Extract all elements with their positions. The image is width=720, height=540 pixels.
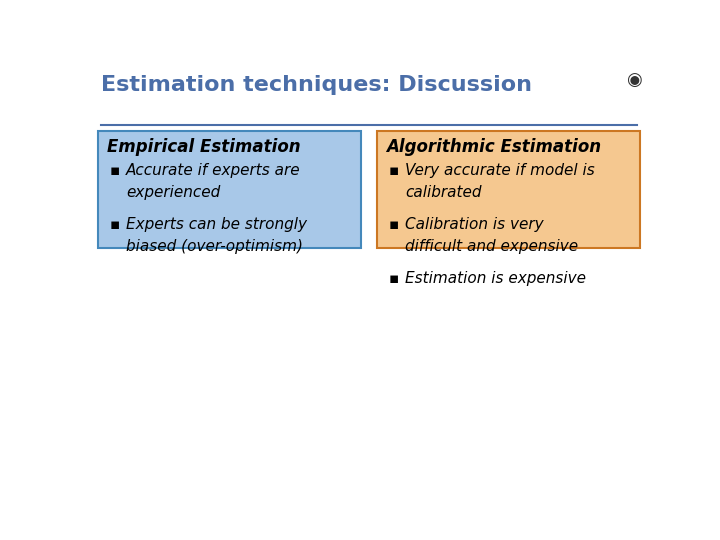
Text: Accurate if experts are: Accurate if experts are: [126, 163, 301, 178]
Text: Estimation techniques: Discussion: Estimation techniques: Discussion: [101, 75, 532, 95]
FancyBboxPatch shape: [377, 131, 639, 248]
Text: Estimation is expensive: Estimation is expensive: [405, 271, 586, 286]
Text: ▪: ▪: [109, 217, 120, 232]
Text: ▪: ▪: [389, 217, 399, 232]
Text: ◉: ◉: [626, 71, 642, 89]
Text: biased (over-optimism): biased (over-optimism): [126, 239, 303, 254]
FancyBboxPatch shape: [99, 131, 361, 248]
Text: Experts can be strongly: Experts can be strongly: [126, 217, 307, 232]
Text: Calibration is very: Calibration is very: [405, 217, 544, 232]
Text: Algorithmic Estimation: Algorithmic Estimation: [386, 138, 601, 156]
Text: difficult and expensive: difficult and expensive: [405, 239, 578, 254]
Text: Empirical Estimation: Empirical Estimation: [107, 138, 300, 156]
Text: ▪: ▪: [389, 271, 399, 286]
Text: calibrated: calibrated: [405, 185, 482, 200]
Text: ▪: ▪: [109, 163, 120, 178]
Text: experienced: experienced: [126, 185, 220, 200]
Text: ▪: ▪: [389, 163, 399, 178]
Text: Very accurate if model is: Very accurate if model is: [405, 163, 595, 178]
